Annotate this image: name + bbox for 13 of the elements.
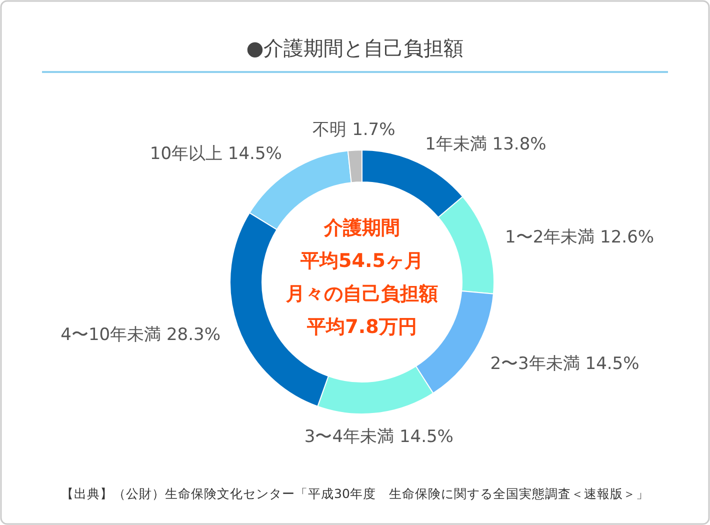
slice-label: 10年以上 14.5% [150,144,282,164]
text: 【出典】（公財）生命保険文化センター「平成30年度 生命保険に関する全国実態調査＜速報版＞」 [61,486,649,501]
slice-label: 3〜4年未満 14.5% [304,427,454,448]
slice-label: 1年未満 13.8% [425,134,546,154]
text: 介護期間 [323,217,400,239]
slice-label: 1〜2年未満 12.6% [505,228,654,248]
slice-label: 4〜10年未満 28.3% [60,325,220,346]
slice-label: 不明 1.7% [312,120,396,140]
text: 平均7.8万円 [306,316,417,338]
chart-title: ●介護期間と自己負担額 [246,36,464,60]
slice-label: 2〜3年未満 14.5% [490,354,640,374]
text: 平均54.5ヶ月 [300,250,424,272]
text: 月々の自己負担額 [285,283,438,305]
